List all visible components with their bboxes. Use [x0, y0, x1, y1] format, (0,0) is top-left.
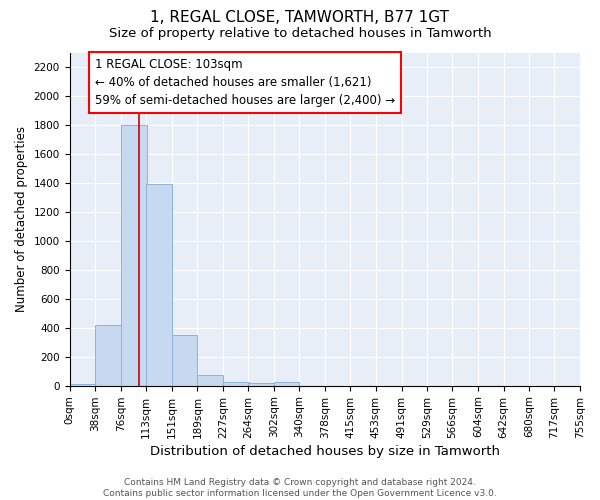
Bar [121, 125, 146, 386]
Text: Contains HM Land Registry data © Crown copyright and database right 2024.
Contai: Contains HM Land Registry data © Crown c… [103, 478, 497, 498]
Bar [248, 383, 274, 386]
Text: 1, REGAL CLOSE, TAMWORTH, B77 1GT: 1, REGAL CLOSE, TAMWORTH, B77 1GT [151, 10, 449, 25]
Bar [172, 335, 197, 386]
X-axis label: Distribution of detached houses by size in Tamworth: Distribution of detached houses by size … [150, 444, 500, 458]
Y-axis label: Number of detached properties: Number of detached properties [15, 126, 28, 312]
Bar [223, 382, 249, 386]
Text: Size of property relative to detached houses in Tamworth: Size of property relative to detached ho… [109, 28, 491, 40]
Bar [197, 375, 223, 386]
Bar [95, 325, 121, 386]
Bar [70, 384, 95, 386]
Bar [146, 184, 172, 386]
Bar [274, 382, 299, 386]
Text: 1 REGAL CLOSE: 103sqm
← 40% of detached houses are smaller (1,621)
59% of semi-d: 1 REGAL CLOSE: 103sqm ← 40% of detached … [95, 58, 395, 108]
